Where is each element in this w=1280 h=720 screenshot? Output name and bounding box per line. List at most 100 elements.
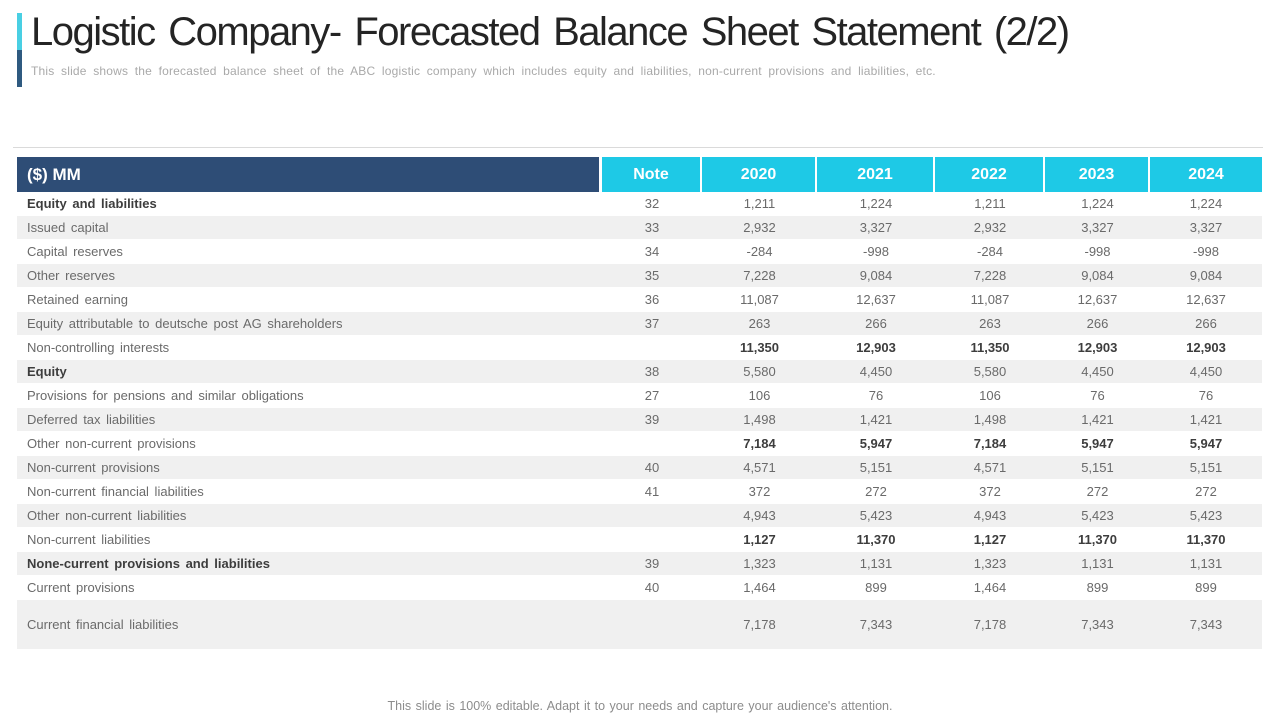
column-header-2021: 2021 — [817, 157, 935, 192]
row-label: Other reserves — [17, 264, 602, 288]
row-value-2022: 263 — [935, 312, 1045, 336]
row-value-2023: 12,637 — [1045, 288, 1150, 312]
row-value-2020: 1,464 — [702, 576, 817, 600]
row-note: 32 — [602, 192, 702, 216]
table-row: Capital reserves 34 -284 -998 -284 -998 -998 — [17, 240, 1262, 264]
row-label: Equity attributable to deutsche post AG … — [17, 312, 602, 336]
column-header-2020: 2020 — [702, 157, 817, 192]
table-row: Equity and liabilities 32 1,211 1,224 1,211 1… — [17, 192, 1262, 216]
table-row: Other non-current liabilities 4,943 5,423 4… — [17, 504, 1262, 528]
row-value-2022: 7,184 — [935, 432, 1045, 456]
row-value-2022: 1,323 — [935, 552, 1045, 576]
row-value-2023: 5,947 — [1045, 432, 1150, 456]
row-label: Capital reserves — [17, 240, 602, 264]
table-row: Other non-current provisions 7,184 5,947 7,… — [17, 432, 1262, 456]
row-note: 27 — [602, 384, 702, 408]
page-title: Logistic Company- Forecasted Balance She… — [31, 10, 1070, 54]
table-row: Non-current provisions 40 4,571 5,151 4,571 5… — [17, 456, 1262, 480]
table-row: Non-current financial liabilities 41 372 27… — [17, 480, 1262, 504]
row-value-2024: 899 — [1150, 576, 1262, 600]
row-note — [602, 336, 702, 360]
row-label: Non-controlling interests — [17, 336, 602, 360]
table-row: Deferred tax liabilities 39 1,498 1,421 1,49… — [17, 408, 1262, 432]
row-note: 39 — [602, 408, 702, 432]
row-note: 36 — [602, 288, 702, 312]
row-label: Non-current financial liabilities — [17, 480, 602, 504]
row-value-2024: 5,423 — [1150, 504, 1262, 528]
row-value-2021: 3,327 — [817, 216, 935, 240]
row-value-2021: 1,131 — [817, 552, 935, 576]
row-note: 38 — [602, 360, 702, 384]
row-note: 37 — [602, 312, 702, 336]
row-value-2021: 11,370 — [817, 528, 935, 552]
row-note — [602, 504, 702, 528]
row-value-2020: 372 — [702, 480, 817, 504]
row-value-2022: 11,087 — [935, 288, 1045, 312]
row-value-2021: 12,903 — [817, 336, 935, 360]
row-value-2024: 12,637 — [1150, 288, 1262, 312]
row-value-2023: 11,370 — [1045, 528, 1150, 552]
column-header-2023: 2023 — [1045, 157, 1150, 192]
row-value-2020: 5,580 — [702, 360, 817, 384]
unit-header-cell: ($) MM — [17, 157, 602, 192]
row-value-2024: 7,343 — [1150, 600, 1262, 650]
column-header-2022: 2022 — [935, 157, 1045, 192]
row-value-2024: 272 — [1150, 480, 1262, 504]
row-label: Retained earning — [17, 288, 602, 312]
row-value-2023: -998 — [1045, 240, 1150, 264]
accent-bar-cyan-segment — [17, 13, 22, 50]
footer-note: This slide is 100% editable. Adapt it to… — [387, 699, 893, 713]
row-value-2020: 1,211 — [702, 192, 817, 216]
row-value-2020: 263 — [702, 312, 817, 336]
table-row: Non-controlling interests 11,350 12,903 11,… — [17, 336, 1262, 360]
row-value-2022: 2,932 — [935, 216, 1045, 240]
row-value-2020: 2,932 — [702, 216, 817, 240]
table-row: Provisions for pensions and similar obli… — [17, 384, 1262, 408]
row-value-2022: 5,580 — [935, 360, 1045, 384]
table-row: Other reserves 35 7,228 9,084 7,228 9,084 9,08… — [17, 264, 1262, 288]
row-value-2024: 1,421 — [1150, 408, 1262, 432]
row-value-2021: 272 — [817, 480, 935, 504]
row-value-2024: 266 — [1150, 312, 1262, 336]
row-note: 39 — [602, 552, 702, 576]
row-value-2022: -284 — [935, 240, 1045, 264]
row-value-2022: 4,571 — [935, 456, 1045, 480]
row-note: 41 — [602, 480, 702, 504]
row-value-2024: 11,370 — [1150, 528, 1262, 552]
column-header-note: Note — [602, 157, 702, 192]
row-value-2024: 9,084 — [1150, 264, 1262, 288]
row-value-2020: 4,943 — [702, 504, 817, 528]
row-value-2024: 3,327 — [1150, 216, 1262, 240]
row-value-2023: 899 — [1045, 576, 1150, 600]
row-value-2022: 11,350 — [935, 336, 1045, 360]
row-value-2020: 7,184 — [702, 432, 817, 456]
row-note: 34 — [602, 240, 702, 264]
row-value-2021: 5,151 — [817, 456, 935, 480]
table-row: Current financial liabilities 7,178 7,343 7… — [17, 600, 1262, 650]
row-value-2021: 5,423 — [817, 504, 935, 528]
row-value-2022: 7,178 — [935, 600, 1045, 650]
row-note — [602, 528, 702, 552]
row-value-2024: 5,151 — [1150, 456, 1262, 480]
row-note: 33 — [602, 216, 702, 240]
row-value-2020: 1,323 — [702, 552, 817, 576]
row-value-2024: 12,903 — [1150, 336, 1262, 360]
balance-sheet-table: ($) MM Note 2020 2021 2022 2023 2024 Equ… — [17, 157, 1262, 650]
row-label: Other non-current liabilities — [17, 504, 602, 528]
row-value-2024: 5,947 — [1150, 432, 1262, 456]
title-accent-bar — [17, 13, 22, 87]
row-label: Other non-current provisions — [17, 432, 602, 456]
row-label: Current provisions — [17, 576, 602, 600]
table-row: Equity attributable to deutsche post AG … — [17, 312, 1262, 336]
row-value-2023: 76 — [1045, 384, 1150, 408]
row-value-2023: 7,343 — [1045, 600, 1150, 650]
row-value-2021: 9,084 — [817, 264, 935, 288]
row-note: 40 — [602, 576, 702, 600]
row-value-2022: 1,127 — [935, 528, 1045, 552]
row-value-2023: 9,084 — [1045, 264, 1150, 288]
row-value-2021: 1,224 — [817, 192, 935, 216]
table-row: Current provisions 40 1,464 899 1,464 899 899 — [17, 576, 1262, 600]
row-value-2023: 12,903 — [1045, 336, 1150, 360]
row-value-2020: 11,350 — [702, 336, 817, 360]
row-value-2023: 5,151 — [1045, 456, 1150, 480]
